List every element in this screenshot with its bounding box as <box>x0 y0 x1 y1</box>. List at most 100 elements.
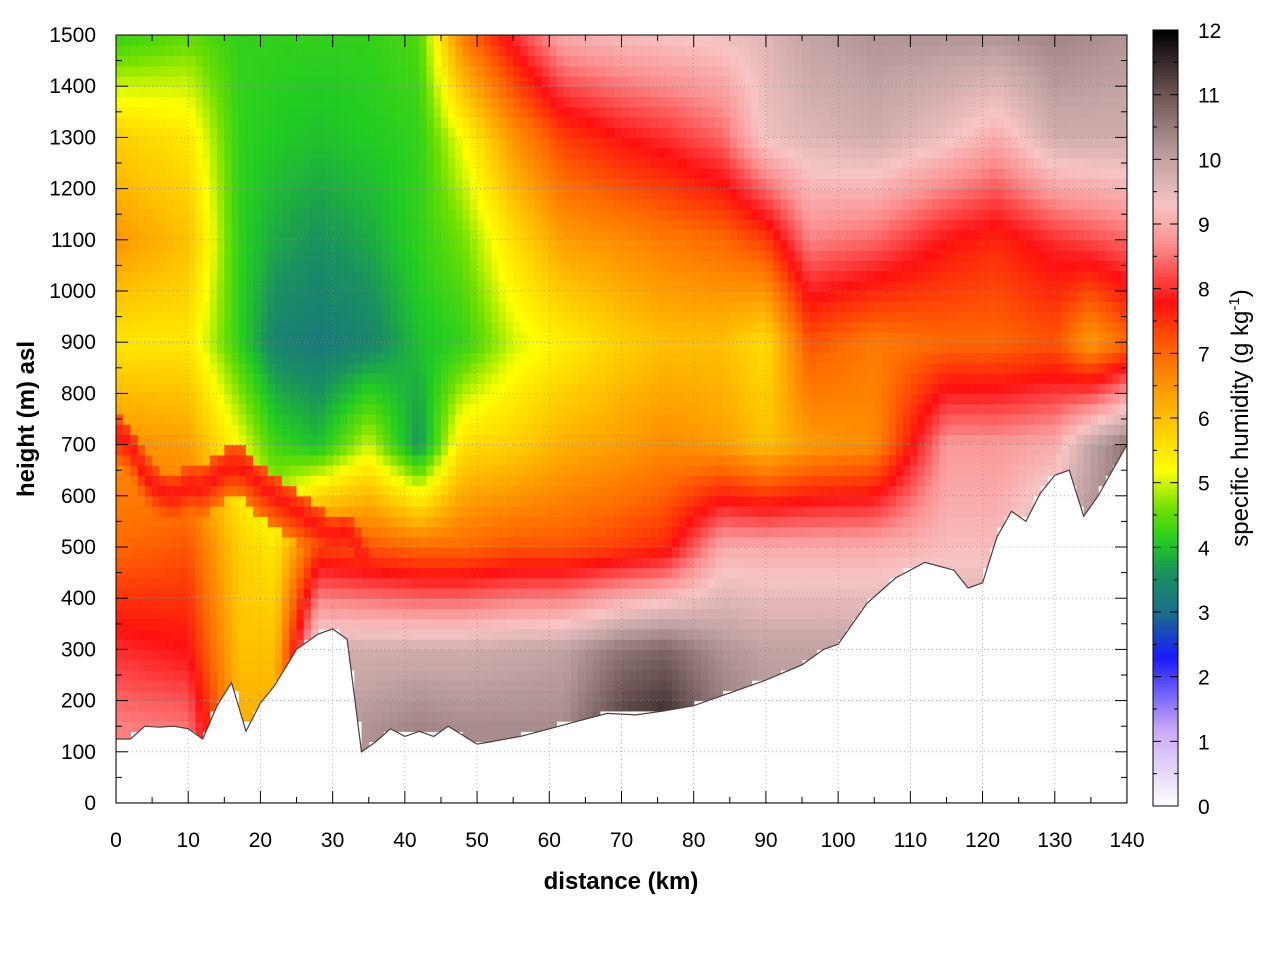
field-cell <box>166 690 175 702</box>
field-cell <box>332 301 341 313</box>
field-cell <box>217 547 225 558</box>
field-cell <box>404 137 413 149</box>
field-cell <box>440 198 449 210</box>
field-cell <box>455 700 464 712</box>
field-cell <box>260 424 269 435</box>
field-cell <box>296 311 305 323</box>
field-cell <box>188 270 197 282</box>
field-cell <box>238 291 247 302</box>
field-cell <box>513 209 521 220</box>
field-cell <box>368 75 377 87</box>
field-cell <box>455 547 464 558</box>
field-cell <box>426 454 435 466</box>
field-cell <box>534 454 543 466</box>
field-cell <box>339 106 348 118</box>
field-cell <box>440 137 449 149</box>
field-cell <box>325 280 334 292</box>
field-cell <box>635 188 644 200</box>
field-cell <box>491 393 500 405</box>
field-cell <box>513 198 521 210</box>
field-cell <box>578 331 586 343</box>
field-cell <box>397 413 406 425</box>
field-cell <box>491 383 500 394</box>
field-cell <box>152 577 160 589</box>
field-cell <box>159 618 168 630</box>
field-cell <box>433 710 442 722</box>
field-cell <box>549 567 558 579</box>
field-cell <box>296 516 305 528</box>
field-cell <box>354 75 363 87</box>
field-cell <box>116 557 124 569</box>
field-cell <box>542 342 550 354</box>
field-cell <box>296 260 305 272</box>
field-cell <box>130 710 139 722</box>
field-cell <box>383 516 392 528</box>
field-cell <box>469 659 478 671</box>
field-cell <box>534 352 543 364</box>
field-cell <box>578 352 586 364</box>
field-cell <box>368 731 377 743</box>
field-cell <box>282 188 290 200</box>
field-cell <box>599 301 608 313</box>
field-cell <box>361 229 370 241</box>
field-cell <box>217 137 225 149</box>
field-cell <box>650 372 659 384</box>
field-cell <box>484 280 493 292</box>
field-cell <box>520 598 529 610</box>
field-cell <box>462 229 471 241</box>
field-cell <box>231 536 240 548</box>
field-cell <box>448 413 457 425</box>
field-cell <box>462 710 471 722</box>
field-cell <box>375 618 384 630</box>
field-cell <box>448 45 457 57</box>
field-cell <box>477 618 485 630</box>
field-cell <box>159 301 168 313</box>
field-cell <box>325 342 334 354</box>
field-cell <box>202 567 211 579</box>
field-cell <box>498 219 507 231</box>
field-cell <box>195 291 204 302</box>
field-cell <box>570 434 579 446</box>
field-cell <box>217 628 225 640</box>
field-cell <box>404 147 413 159</box>
field-cell <box>592 649 601 661</box>
field-cell <box>592 680 601 691</box>
field-cell <box>621 106 630 118</box>
field-cell <box>426 424 435 435</box>
field-cell <box>592 639 601 650</box>
field-cell <box>404 178 413 190</box>
field-cell <box>296 434 305 446</box>
field-cell <box>412 557 420 569</box>
field-cell <box>166 485 175 497</box>
field-cell <box>231 198 240 210</box>
field-cell <box>448 270 457 282</box>
field-cell <box>484 598 493 610</box>
field-cell <box>310 229 319 241</box>
field-cell <box>231 229 240 241</box>
field-cell <box>549 239 558 251</box>
field-cell <box>412 321 420 333</box>
field-cell <box>607 75 615 87</box>
field-cell <box>455 424 464 435</box>
field-cell <box>578 127 586 138</box>
field-cell <box>549 321 558 333</box>
field-cell <box>614 639 623 650</box>
field-cell <box>491 198 500 210</box>
field-cell <box>260 577 269 589</box>
field-cell <box>267 618 276 630</box>
field-cell <box>202 157 211 169</box>
field-cell <box>296 116 305 128</box>
field-cell <box>303 106 312 118</box>
field-cell <box>253 239 262 251</box>
field-cell <box>303 567 312 579</box>
field-cell <box>282 557 290 569</box>
field-cell <box>397 516 406 528</box>
field-cell <box>585 270 594 282</box>
field-cell <box>231 362 240 374</box>
field-cell <box>498 301 507 313</box>
field-cell <box>469 116 478 128</box>
field-cell <box>455 137 464 149</box>
field-cell <box>549 659 558 671</box>
field-cell <box>130 680 139 691</box>
field-cell <box>433 639 442 650</box>
